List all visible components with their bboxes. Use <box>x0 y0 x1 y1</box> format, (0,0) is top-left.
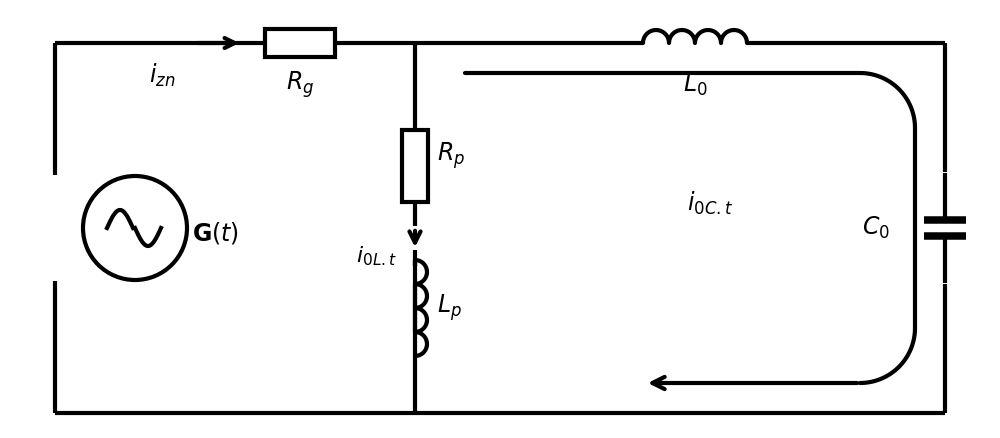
Text: $\mathbf{G}(t)$: $\mathbf{G}(t)$ <box>192 220 239 246</box>
Text: $L_0$: $L_0$ <box>683 72 707 98</box>
Text: $C_0$: $C_0$ <box>862 215 890 241</box>
Text: $i_{zn}$: $i_{zn}$ <box>149 61 175 88</box>
Text: $R_p$: $R_p$ <box>437 141 465 171</box>
Bar <box>265 29 335 57</box>
Text: $i_{0L.t}$: $i_{0L.t}$ <box>356 244 397 268</box>
Text: $L_p$: $L_p$ <box>437 293 462 323</box>
Text: $R_g$: $R_g$ <box>286 70 314 100</box>
Text: $i_{0C.t}$: $i_{0C.t}$ <box>687 189 733 217</box>
Bar <box>402 130 428 202</box>
